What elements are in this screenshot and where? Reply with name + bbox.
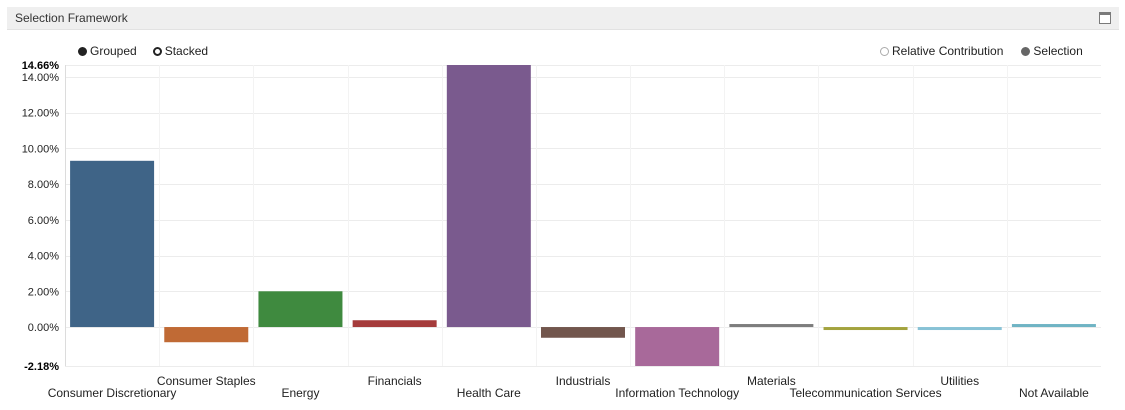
bar-energy: [258, 291, 343, 328]
selection-marker-icon: [1021, 46, 1031, 56]
stacked-option[interactable]: Stacked: [152, 44, 209, 58]
bar-telecommunication-services: [823, 327, 908, 331]
x-tick-label: Industrials: [556, 374, 611, 388]
stacked-label: Stacked: [164, 44, 209, 58]
legend-label-relative-contribution: Relative Contribution: [892, 44, 1004, 58]
x-tick-label: Consumer Discretionary: [48, 386, 177, 400]
grouped-radio-icon: [78, 46, 87, 56]
y-tick-label: 6.00%: [28, 215, 59, 227]
panel-title-bar: Selection Framework: [7, 7, 1119, 30]
y-tick-label: 14.00%: [22, 72, 60, 84]
y-tick-label: 4.00%: [28, 251, 59, 263]
bar-materials: [729, 324, 814, 328]
mode-toggle: Grouped Stacked: [78, 44, 224, 58]
y-tick-label: 2.00%: [28, 286, 59, 298]
x-tick-label: Information Technology: [615, 386, 739, 400]
grouped-option[interactable]: Grouped: [78, 44, 137, 58]
bar-financials: [352, 320, 437, 328]
y-max-label: 14.66%: [22, 60, 60, 72]
panel-title: Selection Framework: [15, 11, 128, 25]
x-tick-label: Utilities: [940, 374, 979, 388]
maximize-icon[interactable]: [1099, 12, 1111, 24]
y-tick-label: 12.00%: [22, 108, 60, 120]
bar-consumer-staples: [164, 327, 249, 343]
x-tick-label: Consumer Staples: [157, 374, 256, 388]
chart-legend: Relative Contribution Selection: [880, 44, 1101, 58]
grouped-label: Grouped: [90, 44, 137, 58]
y-min-label: -2.18%: [24, 361, 59, 373]
legend-label-selection: Selection: [1033, 44, 1083, 58]
x-tick-label: Energy: [281, 386, 319, 400]
bar-health-care: [446, 65, 531, 328]
y-tick-label: 10.00%: [22, 143, 60, 155]
x-tick-label: Materials: [747, 374, 796, 388]
stacked-radio-icon: [152, 46, 162, 56]
y-tick-label: 8.00%: [28, 179, 59, 191]
legend-item-selection[interactable]: Selection: [1021, 44, 1083, 58]
x-tick-label: Financials: [368, 374, 422, 388]
y-tick-label: 0.00%: [28, 322, 59, 334]
bar-utilities: [917, 327, 1002, 331]
bar-consumer-discretionary: [70, 160, 155, 328]
bar-not-available: [1011, 324, 1096, 328]
x-tick-label: Health Care: [457, 386, 521, 400]
bar-industrials: [541, 327, 625, 338]
x-tick-label: Telecommunication Services: [790, 386, 942, 400]
legend-item-relative-contribution[interactable]: Relative Contribution: [880, 44, 1003, 58]
x-tick-label: Not Available: [1019, 386, 1089, 400]
relative-contribution-marker-icon: [880, 46, 889, 56]
bar-information-technology: [635, 327, 720, 366]
